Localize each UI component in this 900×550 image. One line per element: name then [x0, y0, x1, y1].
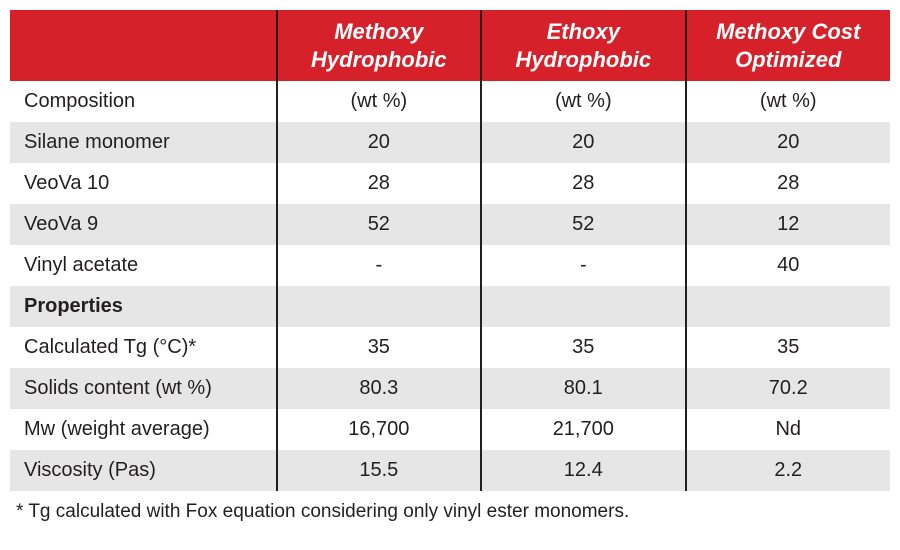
table-cell: (wt %): [686, 81, 891, 122]
table-cell: 12.4: [481, 450, 685, 491]
table-cell: 35: [277, 327, 481, 368]
table-row: Solids content (wt %)80.380.170.2: [10, 368, 890, 409]
table-cell: 28: [686, 163, 891, 204]
table-cell: Calculated Tg (°C)*: [10, 327, 277, 368]
table-cell: 2.2: [686, 450, 891, 491]
table-body: Composition(wt %)(wt %)(wt %)Silane mono…: [10, 81, 890, 491]
table-footnote: * Tg calculated with Fox equation consid…: [10, 501, 890, 523]
table-cell: 21,700: [481, 409, 685, 450]
table-cell: VeoVa 10: [10, 163, 277, 204]
table-cell: 20: [277, 122, 481, 163]
table-cell: 52: [277, 204, 481, 245]
table-cell: [481, 286, 685, 327]
table-cell: 40: [686, 245, 891, 286]
column-header: Methoxy Hydrophobic: [277, 10, 481, 81]
table-cell: Nd: [686, 409, 891, 450]
table-row: VeoVa 9525212: [10, 204, 890, 245]
table-row: Vinyl acetate--40: [10, 245, 890, 286]
table-cell: Composition: [10, 81, 277, 122]
table-cell: 70.2: [686, 368, 891, 409]
table-cell: Viscosity (Pas): [10, 450, 277, 491]
table-cell: [277, 286, 481, 327]
table-cell: Vinyl acetate: [10, 245, 277, 286]
table-row: Silane monomer202020: [10, 122, 890, 163]
table-cell: [686, 286, 891, 327]
table-cell: 35: [686, 327, 891, 368]
table-cell: Solids content (wt %): [10, 368, 277, 409]
table-row: VeoVa 10282828: [10, 163, 890, 204]
table-cell: 80.1: [481, 368, 685, 409]
table-cell: Mw (weight average): [10, 409, 277, 450]
table-row: Composition(wt %)(wt %)(wt %): [10, 81, 890, 122]
table-header: Methoxy HydrophobicEthoxy HydrophobicMet…: [10, 10, 890, 81]
table-cell: 35: [481, 327, 685, 368]
data-table: Methoxy HydrophobicEthoxy HydrophobicMet…: [10, 10, 890, 491]
table-cell: -: [481, 245, 685, 286]
table-cell: 52: [481, 204, 685, 245]
table-cell: VeoVa 9: [10, 204, 277, 245]
table-row: Mw (weight average)16,70021,700Nd: [10, 409, 890, 450]
table-row: Viscosity (Pas)15.512.42.2: [10, 450, 890, 491]
table-cell: Properties: [10, 286, 277, 327]
table-cell: 80.3: [277, 368, 481, 409]
column-header: Methoxy Cost Optimized: [686, 10, 891, 81]
column-header: Ethoxy Hydrophobic: [481, 10, 685, 81]
table-cell: 28: [277, 163, 481, 204]
table-cell: 16,700: [277, 409, 481, 450]
table-cell: -: [277, 245, 481, 286]
table-row: Calculated Tg (°C)*353535: [10, 327, 890, 368]
table-row: Properties: [10, 286, 890, 327]
table-cell: (wt %): [481, 81, 685, 122]
table-cell: (wt %): [277, 81, 481, 122]
table-cell: 12: [686, 204, 891, 245]
table-cell: 28: [481, 163, 685, 204]
column-header: [10, 10, 277, 81]
table-cell: Silane monomer: [10, 122, 277, 163]
table-cell: 15.5: [277, 450, 481, 491]
table-cell: 20: [686, 122, 891, 163]
table-cell: 20: [481, 122, 685, 163]
